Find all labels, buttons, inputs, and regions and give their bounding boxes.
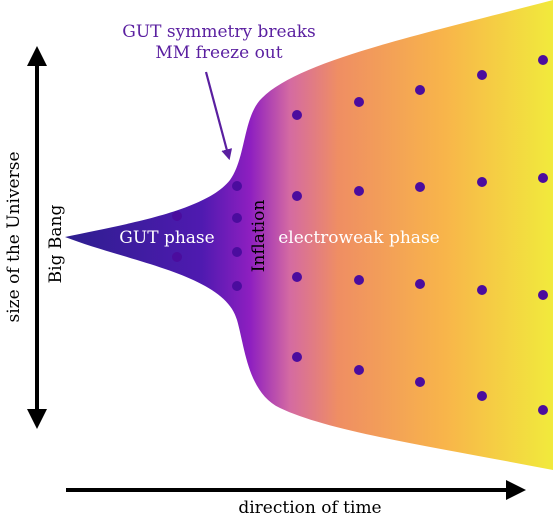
annotation-line-1: GUT symmetry breaks (122, 22, 315, 42)
monopole-dot (538, 173, 548, 183)
monopole-dot (354, 186, 364, 196)
monopole-dot (354, 275, 364, 285)
monopole-dot (292, 110, 302, 120)
monopole-dot (172, 211, 182, 221)
inflation-label: Inflation (249, 200, 269, 273)
monopole-dot (415, 279, 425, 289)
monopole-dot (538, 405, 548, 415)
monopole-dot (354, 365, 364, 375)
monopole-dot (292, 272, 302, 282)
universe-shape (65, 0, 553, 470)
annotation-line-2: MM freeze out (155, 43, 282, 63)
monopole-dot (477, 391, 487, 401)
x-axis-label: direction of time (238, 498, 381, 518)
monopole-dot (477, 70, 487, 80)
monopole-dot (172, 252, 182, 262)
monopole-dot (415, 182, 425, 192)
gut-phase-monopoles (172, 211, 182, 262)
monopole-dot (415, 85, 425, 95)
big-bang-label: Big Bang (46, 205, 66, 284)
monopole-dot (354, 97, 364, 107)
monopole-dot (538, 55, 548, 65)
y-axis-label: size of the Universe (4, 151, 24, 322)
monopole-dot (232, 247, 242, 257)
inflation-monopoles (232, 181, 242, 291)
monopole-dot (538, 290, 548, 300)
monopole-dot (232, 213, 242, 223)
monopole-dot (292, 352, 302, 362)
gut-phase-label: GUT phase (119, 228, 214, 248)
electroweak-phase-label: electroweak phase (278, 228, 439, 248)
electroweak-monopoles (292, 55, 548, 415)
annotation-arrow (204, 71, 233, 161)
monopole-dot (232, 281, 242, 291)
monopole-dot (415, 377, 425, 387)
monopole-dot (477, 177, 487, 187)
monopole-dot (232, 181, 242, 191)
monopole-dot (477, 285, 487, 295)
monopole-dot (292, 191, 302, 201)
